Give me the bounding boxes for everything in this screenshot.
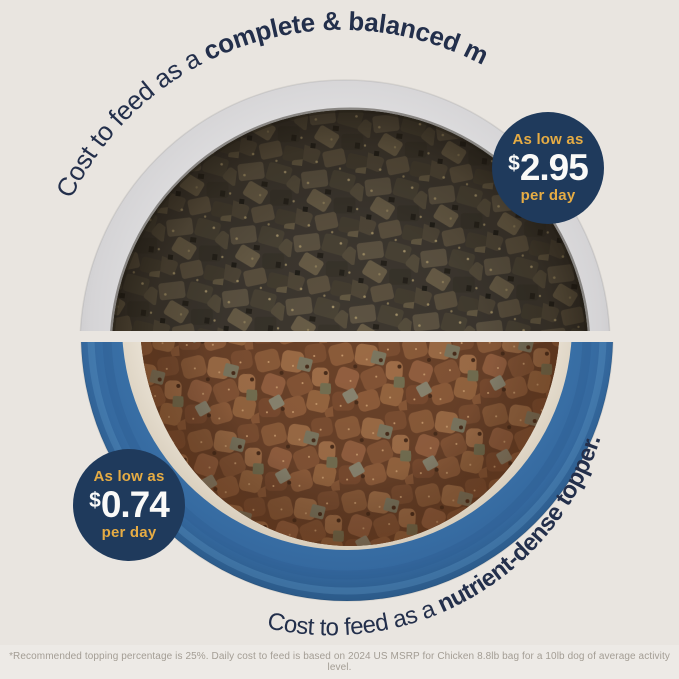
badge-price: $0.74	[89, 483, 170, 525]
currency-symbol: $	[89, 488, 101, 512]
top-bowl-photo	[79, 79, 611, 331]
badge-per-day: per day	[101, 524, 157, 542]
freeze-dried-food-shading	[110, 107, 590, 331]
badge-as-low-as: As low as	[512, 131, 584, 149]
footnote-strip: *Recommended topping percentage is 25%. …	[0, 645, 679, 679]
badge-price: $2.95	[508, 146, 589, 188]
caption-top-bold: complete & balanced meal.	[0, 0, 493, 70]
blue-bowl-dark-streak	[102, 342, 592, 580]
badge-as-low-as: As low as	[93, 468, 165, 486]
bottom-bowl-photo	[80, 342, 614, 602]
kibble-shading	[141, 342, 559, 546]
badge-per-day: per day	[520, 187, 576, 205]
footnote-text: *Recommended topping percentage is 25%. …	[9, 651, 670, 673]
price-amount: 0.74	[100, 483, 170, 525]
price-badge-meal: As low as $2.95 per day	[492, 112, 604, 224]
price-badge-topper: As low as $0.74 per day	[73, 449, 185, 561]
currency-symbol: $	[508, 151, 520, 175]
price-amount: 2.95	[519, 146, 589, 188]
blue-bowl-highlight-streak	[87, 342, 607, 595]
